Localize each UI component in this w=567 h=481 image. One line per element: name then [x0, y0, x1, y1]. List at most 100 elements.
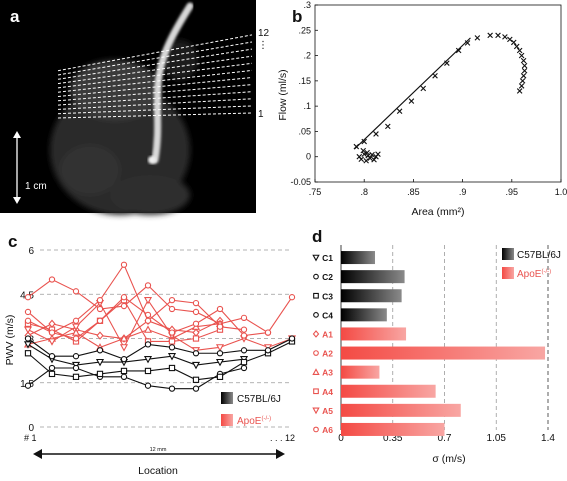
plot-d-category-marker — [312, 254, 320, 262]
plot-b-x-tick-label: .8 — [360, 187, 368, 197]
plot-c-span-arrow — [33, 449, 285, 459]
plot-c-series-apoe-marker — [144, 282, 152, 289]
plot-d-legend: C57BL/6J ApoE(-/-) — [502, 248, 561, 280]
plot-b-point — [361, 138, 367, 145]
plot-b-point — [455, 47, 462, 54]
plot-c-series-c57-marker — [143, 356, 153, 364]
plot-d-x-tick-label: 1.4 — [541, 433, 555, 444]
plot-c-series-c57-marker — [120, 373, 128, 380]
plot-d-category-label: C1 — [322, 253, 333, 263]
plot-c-series-c57-marker — [288, 335, 296, 342]
plot-c-series-apoe-marker — [23, 326, 33, 334]
plot-d-x-tick-label: 0.35 — [383, 433, 403, 444]
plot-c-series-apoe-marker — [72, 335, 80, 342]
plot-b-x-tick-label: 1.0 — [555, 187, 567, 197]
plot-d-x-label: σ (m/s) — [432, 453, 465, 465]
plot-c-x-start: # 1 — [24, 433, 37, 443]
plot-c-y-label: PWV (m/s) — [4, 315, 16, 366]
plot-c-series-apoe-extra-marker — [72, 317, 80, 324]
slice-plane-line — [57, 91, 253, 106]
plot-d-category-marker — [312, 407, 320, 415]
plot-c-series-c57-marker — [168, 385, 176, 392]
slice-label-1: 1 — [258, 109, 264, 120]
panel-a: a 12 ⋮ 1 1 cm — [0, 0, 270, 215]
panel-b: b .75.8.85.9.95 1.0-0.050.05.1.15.2.25.3 … — [277, 0, 567, 218]
plot-b-y-tick-label: .25 — [298, 25, 311, 35]
slice-planes — [57, 34, 253, 119]
plot-c-series-c57-marker — [167, 353, 177, 361]
slice-plane-line — [57, 41, 253, 76]
plot-d-bar-c2 — [341, 270, 405, 284]
plot-d-bar-a3 — [341, 365, 380, 379]
plot-c-series-apoe-marker — [192, 335, 200, 342]
plot-b-point — [363, 157, 369, 164]
plot-c-series-c57-marker — [144, 341, 152, 348]
plot-b-point — [518, 52, 525, 59]
plot-d-legend-swatch — [502, 248, 514, 260]
plot-b-marks — [353, 32, 528, 164]
slice-plane-line — [57, 105, 253, 115]
plot-c-series-apoe-marker — [47, 338, 57, 346]
panel-b-label: b — [292, 7, 302, 26]
plot-c-series-c57-marker — [168, 344, 176, 351]
plot-c-series-apoe-marker — [24, 294, 32, 301]
plot-c-series-c57-marker — [72, 364, 80, 372]
plot-c-legend-swatch — [221, 392, 233, 404]
plot-d-bar-a4 — [341, 384, 436, 398]
plot-c-series-apoe-marker — [119, 344, 129, 352]
plot-c-series-apoe-marker — [168, 305, 176, 313]
plot-c-series-c57-marker — [95, 358, 105, 367]
plot-d-category-label: A1 — [322, 329, 333, 339]
plot-c-series-apoe-extra-marker — [96, 296, 104, 304]
plot-c-series-apoe-marker — [48, 276, 56, 283]
slice-label-12: 12 — [258, 28, 270, 39]
plot-b-point — [432, 73, 438, 79]
plot-d-bar-c4 — [341, 308, 387, 322]
plot-c-series-apoe-extra-marker — [48, 329, 56, 336]
bright-spot — [148, 156, 156, 164]
plot-c-series-apoe-marker — [119, 334, 129, 342]
plot-c-series-apoe-extra-marker — [192, 299, 200, 307]
slice-plane-line — [57, 112, 253, 119]
plot-b-x-tick-label: .95 — [506, 187, 519, 197]
plot-c-series-apoe-marker — [168, 329, 176, 336]
plot-c-series-c57-marker — [120, 367, 128, 375]
plot-c-series-apoe-marker — [72, 288, 80, 295]
plot-d-legend-swatch — [502, 267, 514, 279]
plot-c-series-apoe-marker — [192, 320, 200, 327]
plot-c-legend-label: ApoE(-/-) — [237, 416, 271, 427]
plot-b-point — [521, 67, 528, 74]
plot-b-point — [369, 151, 375, 158]
plot-b-point — [510, 39, 517, 46]
panel-a-label: a — [10, 7, 20, 26]
plot-b-x-tick-label: .85 — [407, 187, 420, 197]
plot-c-series-c57-line — [27, 340, 293, 381]
plot-c-series-c57-marker — [168, 364, 176, 372]
plot-c-series-c57-marker — [264, 347, 272, 354]
plot-b-point — [367, 155, 373, 162]
plot-c-y-tick-label: 0 — [28, 423, 34, 434]
plot-c-series-apoe-marker — [240, 332, 248, 339]
plot-c-grid: 01.534.56 — [20, 246, 292, 434]
plot-c-series-apoe-line — [27, 299, 293, 351]
plot-b-y-tick-label: .1 — [303, 101, 311, 111]
plot-c-series-c57-line — [27, 338, 293, 360]
plot-c-series-c57-marker — [96, 347, 104, 354]
plot-c-series-apoe-marker — [288, 294, 296, 301]
plot-c-series-c57-marker — [216, 373, 224, 380]
plot-c-series-c57-marker — [23, 341, 33, 349]
plot-c-series-c57-marker — [192, 376, 200, 383]
plot-c-series-c57-marker — [72, 353, 80, 360]
slice-plane-line — [57, 34, 253, 72]
plot-c-series-apoe-marker — [215, 344, 225, 352]
plot-c-series-c57-line — [27, 367, 245, 390]
plot-c-legend-swatch — [221, 414, 233, 426]
plot-b-y-tick-label: .3 — [303, 0, 311, 10]
plot-d-category-label: A2 — [322, 349, 333, 359]
plot-b-point — [396, 108, 403, 114]
plot-c-series-c57-marker — [192, 385, 200, 392]
plot-c-legend-label: C57BL/6J — [237, 394, 281, 405]
plot-d-category-marker — [313, 426, 319, 433]
plot-d-category-label: C4 — [322, 310, 333, 320]
plot-b-x-label: Area (mm²) — [411, 206, 464, 218]
